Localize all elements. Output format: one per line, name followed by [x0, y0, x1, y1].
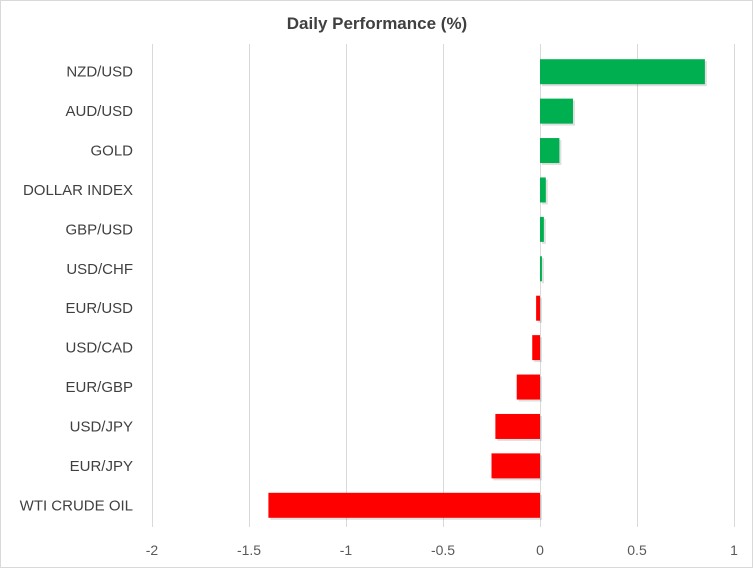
bar-nzd-usd [540, 59, 705, 85]
bar-shadow-gbp-usd [542, 218, 546, 244]
x-tick-label--0.5: -0.5 [431, 542, 455, 558]
category-label-eur-gbp: EUR/GBP [65, 379, 133, 396]
category-label-nzd-usd: NZD/USD [66, 64, 133, 81]
category-label-eur-jpy: EUR/JPY [70, 458, 133, 475]
category-label-dollar-index: DOLLAR INDEX [23, 182, 133, 199]
category-label-gold: GOLD [90, 143, 133, 160]
x-tick-label-1: 1 [730, 542, 738, 558]
category-label-usd-cad: USD/CAD [65, 340, 133, 357]
bar-gbp-usd [540, 216, 544, 242]
category-label-wti-crude-oil: WTI CRUDE OIL [20, 497, 133, 514]
bar-dollar-index [540, 177, 546, 203]
bar-usd-cad [532, 335, 540, 361]
x-tick-label--2: -2 [146, 542, 159, 558]
category-label-usd-chf: USD/CHF [66, 261, 133, 278]
bar-shadow-usd-chf [542, 258, 544, 284]
bars [268, 59, 707, 520]
chart-title: Daily Performance (%) [287, 14, 467, 33]
x-tick-label-0.5: 0.5 [627, 542, 647, 558]
category-label-gbp-usd: GBP/USD [65, 221, 133, 238]
bar-eur-jpy [491, 453, 540, 479]
bar-shadow-eur-usd [538, 297, 542, 323]
bar-usd-chf [540, 256, 542, 282]
gridlines [152, 44, 735, 527]
bar-aud-usd [540, 98, 573, 124]
bar-eur-gbp [516, 374, 540, 400]
bar-wti-crude-oil [268, 492, 540, 518]
bar-eur-usd [536, 295, 540, 321]
category-label-eur-usd: EUR/USD [65, 300, 133, 317]
category-label-aud-usd: AUD/USD [65, 103, 133, 120]
x-tick-label--1: -1 [340, 542, 353, 558]
x-tick-label--1.5: -1.5 [237, 542, 261, 558]
bar-gold [540, 138, 560, 164]
x-axis-tick-labels: -2 -1.5 -1 -0.5 0 0.5 1 [146, 542, 738, 558]
category-labels: NZD/USD AUD/USD GOLD DOLLAR INDEX GBP/USD USD… [20, 64, 134, 515]
x-tick-label-0: 0 [536, 542, 544, 558]
bar-usd-jpy [495, 413, 540, 439]
category-label-usd-jpy: USD/JPY [70, 418, 133, 435]
